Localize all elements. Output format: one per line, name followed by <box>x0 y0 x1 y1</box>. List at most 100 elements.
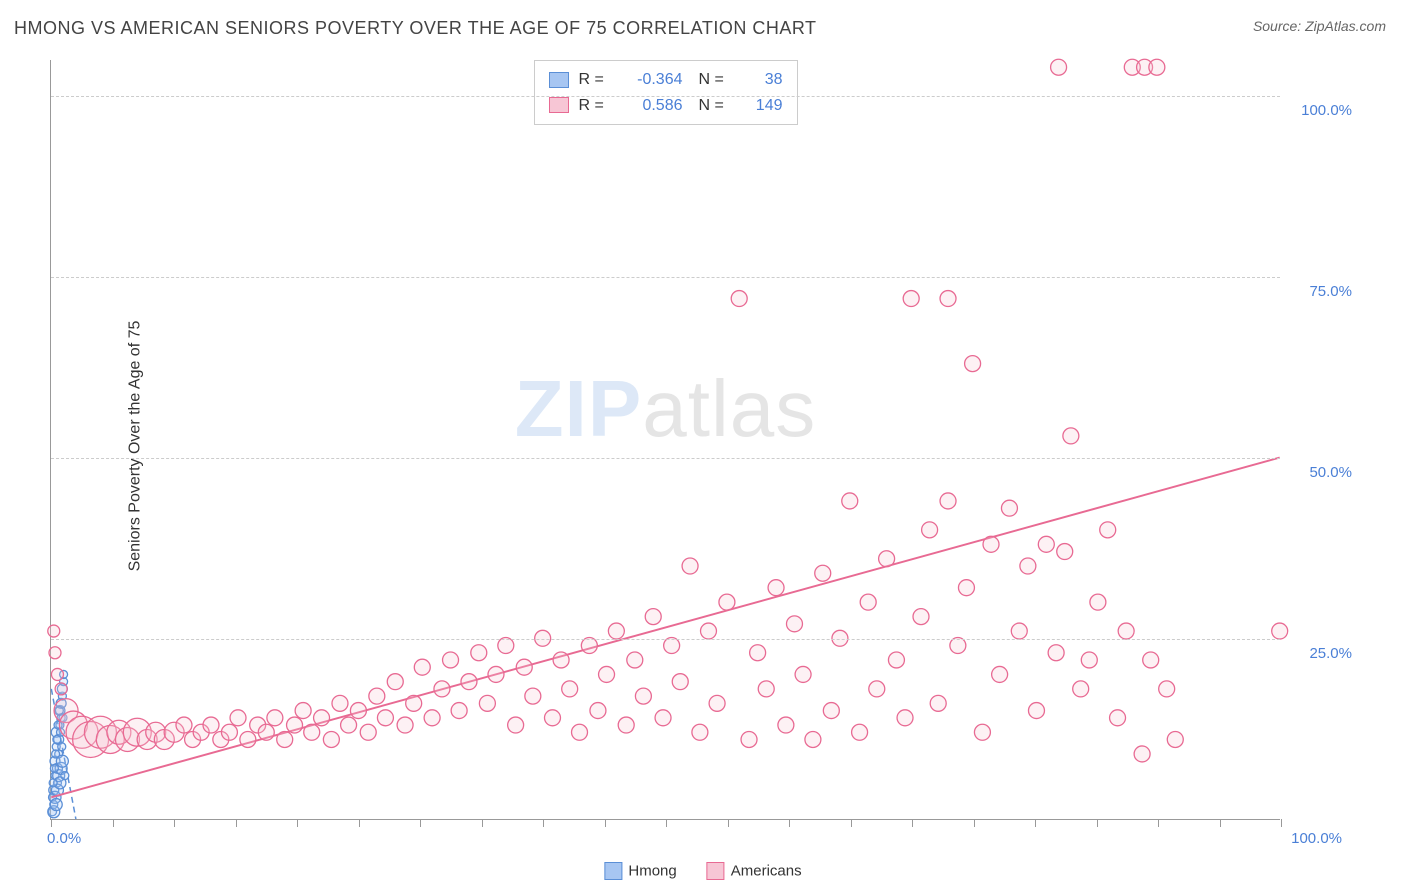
data-point <box>304 724 320 740</box>
data-point <box>903 291 919 307</box>
gridline <box>51 639 1280 640</box>
data-point <box>1028 703 1044 719</box>
data-point <box>709 695 725 711</box>
data-point <box>488 666 504 682</box>
data-point <box>786 616 802 632</box>
x-tick <box>420 819 421 827</box>
stats-r-value: -0.364 <box>623 67 683 93</box>
data-point <box>508 717 524 733</box>
data-point <box>323 731 339 747</box>
data-point <box>424 710 440 726</box>
data-point <box>397 717 413 733</box>
data-point <box>635 688 651 704</box>
data-point <box>48 625 60 637</box>
data-point <box>1048 645 1064 661</box>
data-point <box>1001 500 1017 516</box>
data-point <box>608 623 624 639</box>
data-point <box>1020 558 1036 574</box>
data-point <box>176 717 192 733</box>
data-point <box>1081 652 1097 668</box>
legend-label: Americans <box>731 863 802 880</box>
data-point <box>1143 652 1159 668</box>
data-point <box>750 645 766 661</box>
x-max-label: 100.0% <box>1291 830 1342 847</box>
data-point <box>682 558 698 574</box>
trend-line <box>51 458 1279 798</box>
data-point <box>314 710 330 726</box>
data-point <box>377 710 393 726</box>
stats-n-value: 38 <box>743 67 783 93</box>
data-point <box>1011 623 1027 639</box>
data-point <box>1118 623 1134 639</box>
x-tick <box>1035 819 1036 827</box>
data-point <box>1063 428 1079 444</box>
data-point <box>1038 536 1054 552</box>
data-point <box>719 594 735 610</box>
x-min-label: 0.0% <box>47 830 81 847</box>
data-point <box>805 731 821 747</box>
x-tick <box>543 819 544 827</box>
data-point <box>1073 681 1089 697</box>
data-point <box>879 551 895 567</box>
data-point <box>599 666 615 682</box>
data-point <box>1272 623 1288 639</box>
data-point <box>525 688 541 704</box>
data-point <box>221 724 237 740</box>
data-point <box>860 594 876 610</box>
x-tick <box>912 819 913 827</box>
data-point <box>1149 59 1165 75</box>
data-point <box>965 356 981 372</box>
chart-container: HMONG VS AMERICAN SENIORS POVERTY OVER T… <box>0 0 1406 892</box>
x-tick <box>605 819 606 827</box>
data-point <box>823 703 839 719</box>
x-tick <box>1281 819 1282 827</box>
data-point <box>461 674 477 690</box>
data-point <box>434 681 450 697</box>
gridline <box>51 96 1280 97</box>
data-point <box>544 710 560 726</box>
data-point <box>350 703 366 719</box>
data-point <box>627 652 643 668</box>
stats-r-label: R = <box>579 67 613 93</box>
legend-swatch <box>707 862 725 880</box>
data-point <box>406 695 422 711</box>
legend-item: Hmong <box>604 862 676 880</box>
data-point <box>672 674 688 690</box>
gridline <box>51 277 1280 278</box>
x-tick <box>789 819 790 827</box>
x-tick <box>236 819 237 827</box>
legend-swatch <box>604 862 622 880</box>
x-tick <box>851 819 852 827</box>
gridline <box>51 458 1280 459</box>
chart-title: HMONG VS AMERICAN SENIORS POVERTY OVER T… <box>14 18 817 39</box>
data-point <box>869 681 885 697</box>
data-point <box>930 695 946 711</box>
x-tick <box>1220 819 1221 827</box>
data-point <box>590 703 606 719</box>
data-point <box>1167 731 1183 747</box>
data-point <box>692 724 708 740</box>
x-tick <box>297 819 298 827</box>
data-point <box>277 731 293 747</box>
data-point <box>471 645 487 661</box>
data-point <box>940 493 956 509</box>
x-tick <box>666 819 667 827</box>
data-point <box>240 731 256 747</box>
data-point <box>1057 544 1073 560</box>
stats-swatch <box>549 72 569 88</box>
data-point <box>768 580 784 596</box>
data-point <box>230 710 246 726</box>
y-tick-label: 25.0% <box>1309 645 1352 662</box>
data-point <box>203 717 219 733</box>
data-point <box>1100 522 1116 538</box>
stats-n-label: N = <box>699 67 733 93</box>
data-point <box>701 623 717 639</box>
x-tick <box>482 819 483 827</box>
legend-bottom: Hmong Americans <box>604 862 801 880</box>
data-point <box>387 674 403 690</box>
data-point <box>553 652 569 668</box>
data-point <box>1110 710 1126 726</box>
data-point <box>983 536 999 552</box>
data-point <box>852 724 868 740</box>
x-tick <box>974 819 975 827</box>
